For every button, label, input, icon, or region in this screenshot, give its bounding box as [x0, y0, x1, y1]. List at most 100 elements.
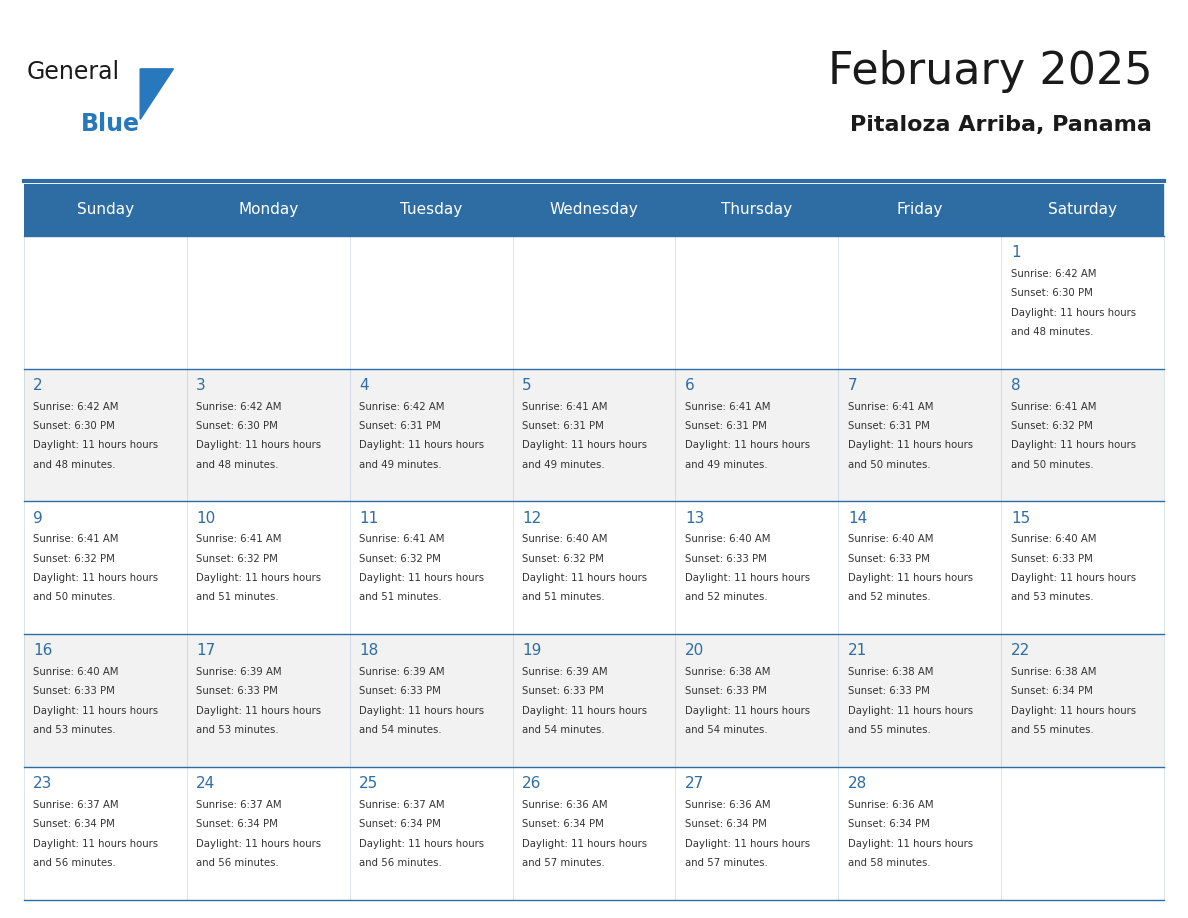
FancyBboxPatch shape: [24, 184, 1164, 236]
Text: Sunset: 6:32 PM: Sunset: 6:32 PM: [359, 554, 441, 564]
Text: Sunrise: 6:38 AM: Sunrise: 6:38 AM: [1011, 667, 1097, 677]
Text: Sunrise: 6:41 AM: Sunrise: 6:41 AM: [196, 534, 282, 544]
Text: Sunrise: 6:41 AM: Sunrise: 6:41 AM: [522, 402, 607, 411]
Text: 28: 28: [848, 776, 867, 791]
Text: and 55 minutes.: and 55 minutes.: [848, 725, 930, 735]
Text: Daylight: 11 hours hours: Daylight: 11 hours hours: [33, 838, 158, 848]
Text: Sunset: 6:32 PM: Sunset: 6:32 PM: [196, 554, 278, 564]
Text: General: General: [26, 60, 119, 84]
Text: Daylight: 11 hours hours: Daylight: 11 hours hours: [359, 706, 485, 716]
Text: 24: 24: [196, 776, 215, 791]
Text: Sunrise: 6:37 AM: Sunrise: 6:37 AM: [33, 800, 119, 810]
Text: Daylight: 11 hours hours: Daylight: 11 hours hours: [196, 706, 321, 716]
Text: and 50 minutes.: and 50 minutes.: [1011, 460, 1093, 469]
Text: Daylight: 11 hours hours: Daylight: 11 hours hours: [522, 706, 647, 716]
Text: Sunset: 6:32 PM: Sunset: 6:32 PM: [33, 554, 115, 564]
Text: Sunset: 6:33 PM: Sunset: 6:33 PM: [685, 687, 766, 697]
Text: 9: 9: [33, 510, 43, 526]
Text: 18: 18: [359, 644, 378, 658]
Text: and 53 minutes.: and 53 minutes.: [33, 725, 116, 735]
Text: Sunset: 6:31 PM: Sunset: 6:31 PM: [685, 421, 766, 431]
Text: and 48 minutes.: and 48 minutes.: [33, 460, 115, 469]
Text: and 50 minutes.: and 50 minutes.: [848, 460, 930, 469]
Text: Sunrise: 6:36 AM: Sunrise: 6:36 AM: [848, 800, 934, 810]
Text: 6: 6: [685, 378, 695, 393]
Text: 7: 7: [848, 378, 858, 393]
Text: and 56 minutes.: and 56 minutes.: [196, 857, 279, 868]
Text: Wednesday: Wednesday: [550, 202, 638, 218]
Text: and 48 minutes.: and 48 minutes.: [1011, 327, 1093, 337]
Text: and 51 minutes.: and 51 minutes.: [196, 592, 279, 602]
Text: Sunset: 6:34 PM: Sunset: 6:34 PM: [685, 819, 766, 829]
Text: Sunset: 6:34 PM: Sunset: 6:34 PM: [196, 819, 278, 829]
Text: Sunrise: 6:40 AM: Sunrise: 6:40 AM: [848, 534, 934, 544]
Text: Sunset: 6:30 PM: Sunset: 6:30 PM: [196, 421, 278, 431]
Text: Daylight: 11 hours hours: Daylight: 11 hours hours: [522, 573, 647, 583]
Text: Sunset: 6:32 PM: Sunset: 6:32 PM: [1011, 421, 1093, 431]
Text: and 49 minutes.: and 49 minutes.: [359, 460, 442, 469]
Text: Daylight: 11 hours hours: Daylight: 11 hours hours: [1011, 573, 1136, 583]
Text: Daylight: 11 hours hours: Daylight: 11 hours hours: [196, 441, 321, 450]
Text: Sunrise: 6:38 AM: Sunrise: 6:38 AM: [848, 667, 934, 677]
Text: Pitaloza Arriba, Panama: Pitaloza Arriba, Panama: [851, 115, 1152, 135]
Text: Daylight: 11 hours hours: Daylight: 11 hours hours: [1011, 441, 1136, 450]
Text: Daylight: 11 hours hours: Daylight: 11 hours hours: [848, 706, 973, 716]
Text: 10: 10: [196, 510, 215, 526]
Text: Daylight: 11 hours hours: Daylight: 11 hours hours: [33, 573, 158, 583]
Text: Daylight: 11 hours hours: Daylight: 11 hours hours: [359, 838, 485, 848]
Text: Sunrise: 6:42 AM: Sunrise: 6:42 AM: [196, 402, 282, 411]
Text: 2: 2: [33, 378, 43, 393]
Text: Daylight: 11 hours hours: Daylight: 11 hours hours: [33, 441, 158, 450]
Text: Daylight: 11 hours hours: Daylight: 11 hours hours: [685, 706, 810, 716]
Text: and 56 minutes.: and 56 minutes.: [33, 857, 116, 868]
Text: Sunset: 6:33 PM: Sunset: 6:33 PM: [522, 687, 604, 697]
Text: 4: 4: [359, 378, 368, 393]
FancyBboxPatch shape: [24, 501, 1164, 634]
Text: 11: 11: [359, 510, 378, 526]
Text: and 54 minutes.: and 54 minutes.: [685, 725, 767, 735]
Text: Sunset: 6:33 PM: Sunset: 6:33 PM: [196, 687, 278, 697]
Text: and 52 minutes.: and 52 minutes.: [685, 592, 767, 602]
Text: Daylight: 11 hours hours: Daylight: 11 hours hours: [522, 838, 647, 848]
Text: Sunset: 6:34 PM: Sunset: 6:34 PM: [359, 819, 441, 829]
Text: and 49 minutes.: and 49 minutes.: [522, 460, 605, 469]
Text: Daylight: 11 hours hours: Daylight: 11 hours hours: [1011, 706, 1136, 716]
Text: Daylight: 11 hours hours: Daylight: 11 hours hours: [1011, 308, 1136, 318]
Text: Sunrise: 6:41 AM: Sunrise: 6:41 AM: [359, 534, 444, 544]
Text: 5: 5: [522, 378, 532, 393]
Text: Daylight: 11 hours hours: Daylight: 11 hours hours: [33, 706, 158, 716]
FancyBboxPatch shape: [24, 369, 1164, 501]
Text: Sunrise: 6:38 AM: Sunrise: 6:38 AM: [685, 667, 771, 677]
Text: and 55 minutes.: and 55 minutes.: [1011, 725, 1094, 735]
Text: Sunrise: 6:42 AM: Sunrise: 6:42 AM: [359, 402, 444, 411]
Text: Sunset: 6:33 PM: Sunset: 6:33 PM: [1011, 554, 1093, 564]
Text: 13: 13: [685, 510, 704, 526]
Text: Sunset: 6:33 PM: Sunset: 6:33 PM: [848, 687, 930, 697]
Text: 23: 23: [33, 776, 52, 791]
Text: 26: 26: [522, 776, 542, 791]
Text: 22: 22: [1011, 644, 1030, 658]
Text: 19: 19: [522, 644, 542, 658]
Text: and 53 minutes.: and 53 minutes.: [1011, 592, 1093, 602]
Text: and 48 minutes.: and 48 minutes.: [196, 460, 279, 469]
Text: Sunset: 6:33 PM: Sunset: 6:33 PM: [848, 554, 930, 564]
Text: 14: 14: [848, 510, 867, 526]
Text: Sunrise: 6:39 AM: Sunrise: 6:39 AM: [522, 667, 608, 677]
Text: Monday: Monday: [238, 202, 298, 218]
Text: and 51 minutes.: and 51 minutes.: [522, 592, 605, 602]
Polygon shape: [140, 69, 173, 119]
Text: Sunrise: 6:40 AM: Sunrise: 6:40 AM: [522, 534, 607, 544]
Text: Sunset: 6:34 PM: Sunset: 6:34 PM: [33, 819, 115, 829]
Text: Sunset: 6:34 PM: Sunset: 6:34 PM: [522, 819, 604, 829]
Text: Sunrise: 6:41 AM: Sunrise: 6:41 AM: [1011, 402, 1097, 411]
Text: 20: 20: [685, 644, 704, 658]
Text: Thursday: Thursday: [721, 202, 792, 218]
Text: and 50 minutes.: and 50 minutes.: [33, 592, 116, 602]
Text: Sunrise: 6:36 AM: Sunrise: 6:36 AM: [685, 800, 771, 810]
Text: Daylight: 11 hours hours: Daylight: 11 hours hours: [848, 441, 973, 450]
Text: Sunset: 6:32 PM: Sunset: 6:32 PM: [522, 554, 604, 564]
Text: Sunrise: 6:42 AM: Sunrise: 6:42 AM: [33, 402, 119, 411]
Text: and 53 minutes.: and 53 minutes.: [196, 725, 279, 735]
Text: Sunday: Sunday: [77, 202, 134, 218]
Text: Sunset: 6:31 PM: Sunset: 6:31 PM: [522, 421, 604, 431]
